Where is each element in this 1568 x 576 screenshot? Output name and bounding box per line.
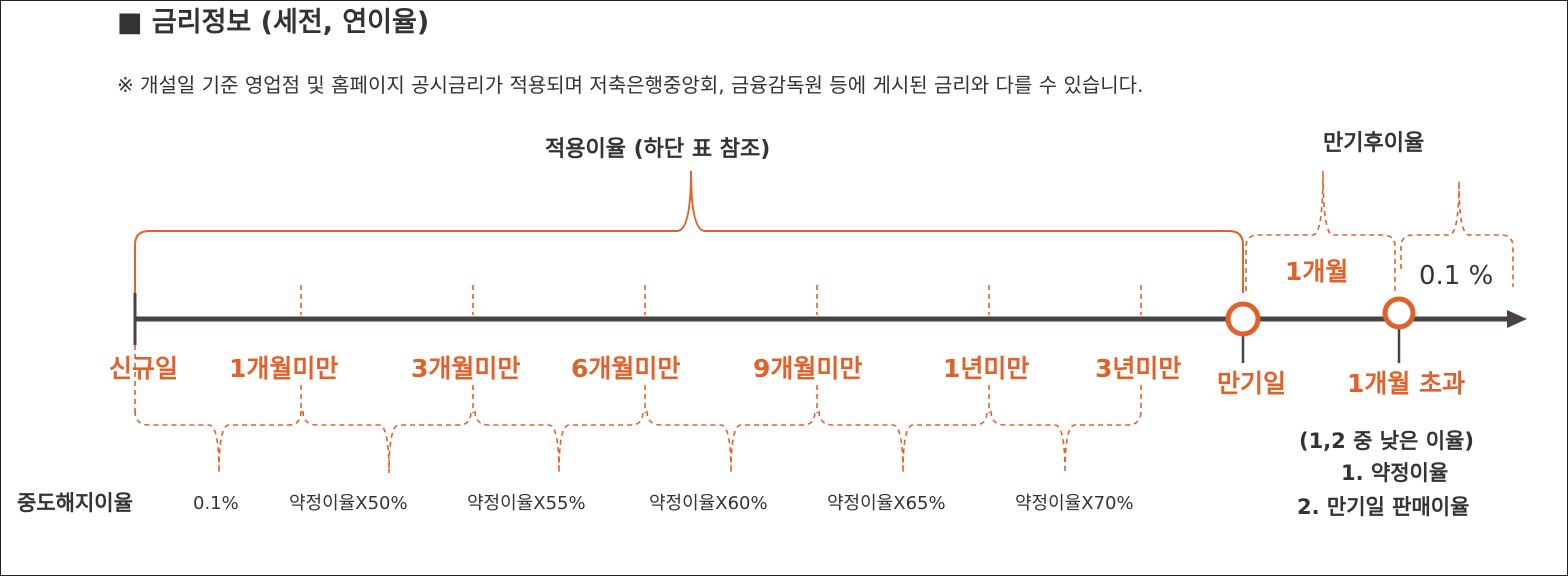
over-month-rule-header: (1,2 중 낮은 이율)	[1299, 429, 1474, 453]
period-dividers-bottom	[134, 345, 1142, 413]
early-rate-70: 약정이율X70%	[1015, 493, 1134, 514]
over-month-label: 1개월 초과	[1347, 369, 1466, 398]
stage-label-1m: 1개월미만	[229, 354, 339, 383]
early-termination-label: 중도해지이율	[17, 491, 133, 515]
early-rate-65: 약정이율X65%	[827, 493, 946, 514]
stage-label-1y: 1년미만	[943, 354, 1030, 383]
axis-arrow-head	[1507, 310, 1527, 328]
early-termination-braces	[134, 410, 1142, 474]
applied-rate-label: 적용이율 (하단 표 참조)	[545, 137, 771, 162]
early-rate-first: 0.1%	[193, 493, 239, 514]
stage-label-new: 신규일	[109, 354, 179, 383]
stage-label-3m: 3개월미만	[411, 354, 521, 383]
over-month-rule-2: 2. 만기일 판매이율	[1297, 495, 1470, 519]
maturity-label: 만기일	[1217, 369, 1287, 398]
applied-rate-brace	[134, 170, 1244, 293]
over-month-point	[1382, 296, 1416, 330]
one-month-label: 1개월	[1285, 257, 1349, 286]
stage-label-9m: 9개월미만	[753, 354, 863, 383]
stage-label-3y: 3년미만	[1095, 354, 1182, 383]
maturity-point	[1225, 301, 1261, 337]
disclaimer-note: ※ 개설일 기준 영업점 및 홈페이지 공시금리가 적용되며 저축은행중앙회, …	[117, 73, 1144, 97]
period-dividers-top	[300, 285, 1142, 315]
stage-label-6m: 6개월미만	[571, 354, 681, 383]
page-title: ■ 금리정보 (세전, 연이율)	[117, 7, 430, 38]
post-maturity-rate: 0.1 %	[1419, 261, 1494, 291]
post-maturity-label: 만기후이율	[1323, 131, 1425, 156]
early-rate-55: 약정이율X55%	[467, 493, 586, 514]
over-month-rule-1: 1. 약정이율	[1341, 461, 1449, 485]
post-maturity-brace-1	[1245, 170, 1396, 293]
early-rate-50: 약정이율X50%	[289, 493, 408, 514]
early-rate-60: 약정이율X60%	[649, 493, 768, 514]
